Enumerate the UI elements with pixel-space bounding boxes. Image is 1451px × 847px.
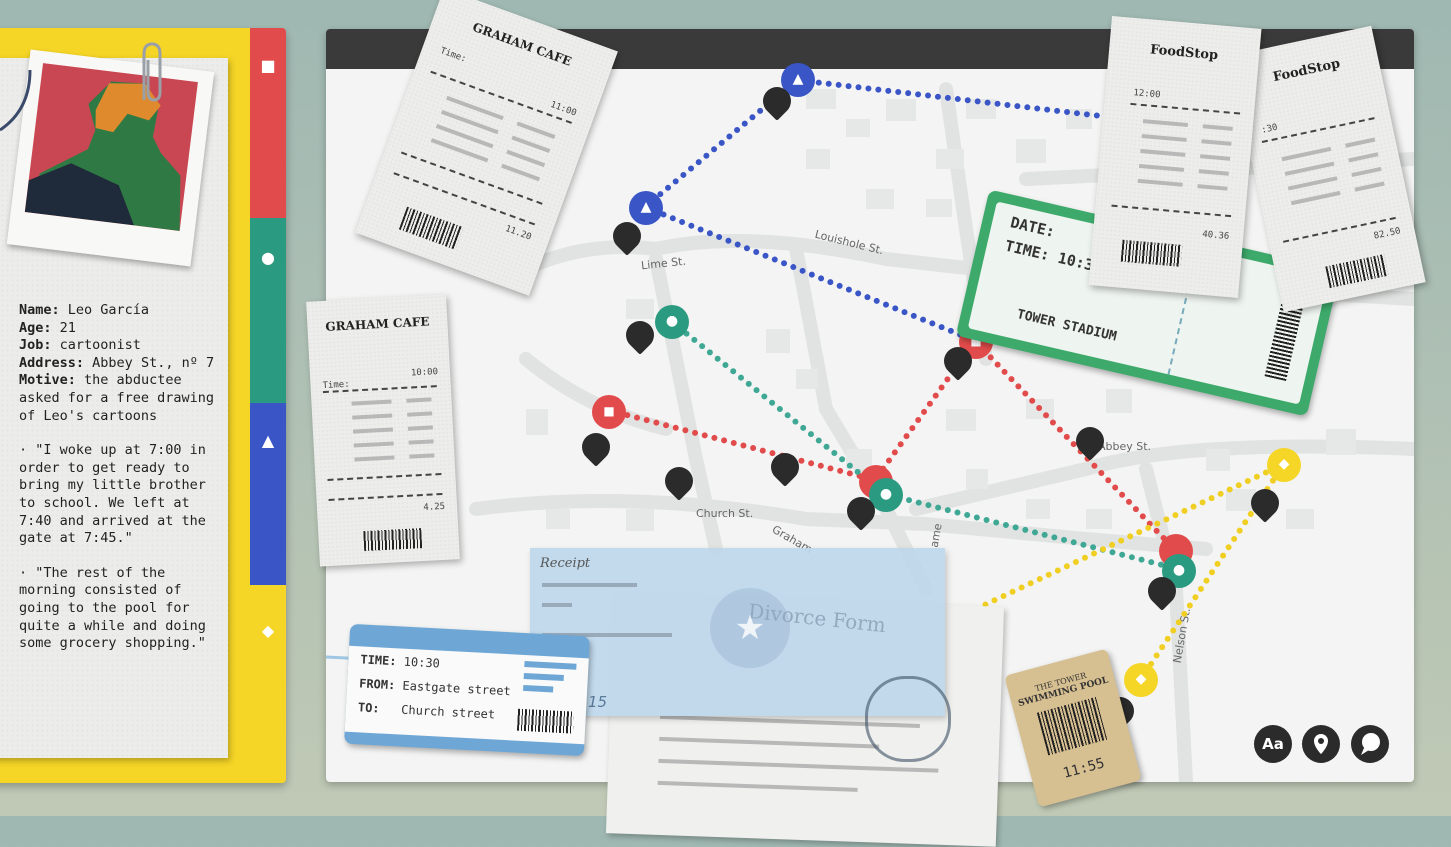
- circle-icon: ●: [261, 248, 275, 267]
- pool-time: 11:55: [1061, 755, 1107, 782]
- suspect-portrait: [24, 63, 198, 231]
- yellow-marker-1[interactable]: ◆: [1267, 448, 1301, 482]
- comment-tool-button[interactable]: [1351, 725, 1389, 763]
- receipt-graham-cafe-left[interactable]: GRAHAM CAFE Time: 10:00 4.25: [306, 294, 460, 567]
- suspect-age: 21: [59, 319, 76, 336]
- bus-time: 10:30: [403, 654, 441, 671]
- text-icon: Aa: [1262, 735, 1284, 753]
- pin-icon: [1314, 734, 1328, 754]
- triangle-icon: ▲: [261, 431, 275, 450]
- bus-to: Church street: [400, 702, 496, 722]
- tab-teal[interactable]: ●: [250, 218, 286, 403]
- receipt-total: 4.25: [423, 501, 446, 513]
- receipt-total: 82.50: [1372, 226, 1402, 242]
- address-row: Address: Abbey St., nº 7: [19, 354, 215, 371]
- receipt-time: 12:00: [1132, 88, 1161, 101]
- statement-2: · "The rest of the morning consisted of …: [19, 564, 206, 652]
- diamond-icon: ◆: [261, 621, 275, 640]
- profile-details: Name: Leo García Age: 21 Job: cartoonist…: [19, 302, 224, 653]
- bus-barcode: [516, 708, 575, 734]
- receipt-divorce-form[interactable]: Receipt Divorce Form 15 ★: [530, 548, 951, 762]
- tab-blue[interactable]: ▲: [250, 403, 286, 585]
- job-row: Job: cartoonist: [19, 337, 141, 354]
- suspect-address: Abbey St., nº 7: [92, 354, 215, 371]
- statement-1: · "I woke up at 7:00 in order to get rea…: [19, 442, 206, 547]
- name-row: Name: Leo García: [19, 302, 150, 318]
- receipt-store-name: GRAHAM CAFE: [325, 314, 430, 334]
- suspect-name: Leo García: [67, 302, 150, 318]
- receipt-total: 40.36: [1201, 229, 1230, 243]
- pin-tool-button[interactable]: [1302, 725, 1340, 763]
- yellow-marker-2[interactable]: ◆: [1124, 663, 1158, 697]
- motive-row: Motive: the abductee asked for a free dr…: [19, 372, 215, 424]
- red-marker-1[interactable]: ■: [592, 395, 626, 429]
- receipt-label: Receipt: [540, 556, 591, 571]
- street-label-church: Church St.: [696, 507, 754, 520]
- receipt-store-name: FoodStop: [1149, 42, 1219, 64]
- suspect-job: cartoonist: [59, 337, 141, 354]
- stadium-venue: TOWER STADIUM: [1015, 307, 1118, 345]
- text-tool-button[interactable]: Aa: [1254, 725, 1292, 763]
- tab-red[interactable]: ■: [250, 28, 286, 218]
- receipt-time: :30: [1260, 122, 1279, 136]
- pool-barcode: [1036, 696, 1109, 756]
- street-label-abbey: Abbey St.: [1098, 440, 1152, 453]
- bus-from: Eastgate street: [402, 678, 512, 699]
- stamp-mark: [0, 69, 32, 132]
- receipt-total: 11.20: [503, 223, 533, 243]
- receipt-store-name: GRAHAM CAFE: [470, 19, 574, 69]
- age-row: Age: 21: [19, 319, 76, 336]
- police-badge-icon: ★: [710, 588, 790, 668]
- receipt-foodstop-a[interactable]: FoodStop 12:00 40.36: [1088, 15, 1262, 299]
- blue-marker-1[interactable]: ▲: [629, 191, 663, 225]
- stamp-seal-icon: [865, 676, 951, 762]
- comment-icon: [1361, 733, 1380, 755]
- teal-marker-1[interactable]: ●: [655, 305, 689, 339]
- square-icon: ■: [260, 56, 276, 75]
- bus-ticket[interactable]: TIME: 10:30 FROM: Eastgate street TO: Ch…: [344, 623, 590, 757]
- suspect-motive: the abductee asked for a free drawing of…: [19, 372, 215, 424]
- tab-yellow[interactable]: ◆: [250, 585, 286, 783]
- receipt-number: 15: [588, 693, 608, 711]
- paperclip-icon: [142, 42, 162, 102]
- receipt-time: 10:00: [410, 367, 439, 379]
